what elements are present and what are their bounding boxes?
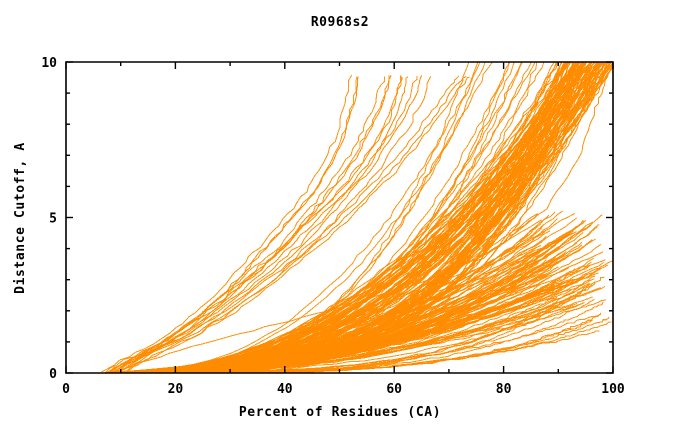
data-curve [120, 212, 576, 374]
x-tick-label: 20 [168, 382, 184, 397]
data-curve [126, 276, 605, 374]
data-curve [115, 282, 590, 374]
data-curve [119, 62, 486, 373]
y-axis-tick-labels: 0 5 10 [41, 56, 57, 382]
data-curve [120, 301, 585, 374]
data-curve [112, 76, 409, 373]
data-curve [121, 251, 604, 374]
y-axis-label: Distance Cutoff, A [13, 142, 28, 294]
x-tick-label: 40 [277, 382, 293, 397]
data-curve [125, 61, 515, 374]
x-tick-label: 80 [496, 382, 512, 397]
axis-layer: 0 20 40 60 80 100 0 5 10 [41, 56, 625, 397]
data-curve [114, 75, 460, 374]
x-tick-label: 100 [601, 382, 625, 397]
x-axis-label: Percent of Residues (CA) [239, 405, 441, 420]
data-curve [117, 62, 479, 374]
data-curve [117, 61, 494, 374]
data-curve [118, 225, 578, 373]
data-curve [126, 62, 545, 374]
data-curve [121, 316, 610, 374]
data-curve [118, 224, 592, 374]
x-axis-tick-labels: 0 20 40 60 80 100 [62, 382, 625, 397]
data-curve [109, 235, 547, 373]
y-tick-label: 10 [41, 56, 57, 71]
y-tick-label: 0 [49, 367, 57, 382]
data-curve [126, 61, 510, 373]
chart-title: R0968s2 [311, 15, 369, 30]
x-tick-label: 60 [386, 382, 402, 397]
data-curve [117, 76, 467, 374]
data-curve [124, 61, 532, 374]
data-curve [111, 61, 538, 374]
y-tick-label: 5 [49, 212, 57, 227]
data-curve [117, 61, 594, 373]
data-curve [130, 62, 555, 374]
data-curve [106, 246, 537, 373]
data-curve [125, 301, 604, 374]
data-curve [111, 217, 577, 374]
data-curve [101, 74, 353, 373]
data-curve [106, 76, 358, 374]
data-curve [116, 275, 596, 373]
data-curve [125, 284, 556, 373]
data-curves-layer [101, 61, 614, 374]
data-curve [105, 61, 599, 374]
data-curve [126, 62, 566, 374]
data-curve [130, 265, 540, 374]
data-curve [110, 61, 481, 374]
data-curve [109, 75, 609, 374]
data-curve [129, 268, 576, 374]
data-curve [127, 61, 575, 374]
data-curve [117, 314, 601, 373]
data-curve [121, 221, 594, 373]
data-curve [109, 210, 563, 374]
data-curve [123, 76, 470, 374]
data-curve [107, 76, 403, 373]
data-curve [113, 62, 536, 373]
data-curve [107, 61, 614, 374]
x-axis-ticks [65, 62, 614, 373]
data-curve [116, 75, 423, 374]
y-axis-ticks [66, 61, 613, 374]
data-curve [117, 62, 614, 374]
data-curve [118, 61, 583, 374]
data-curve [117, 61, 470, 373]
data-curve [117, 213, 539, 374]
data-curve [111, 75, 418, 373]
x-tick-label: 0 [62, 382, 70, 397]
